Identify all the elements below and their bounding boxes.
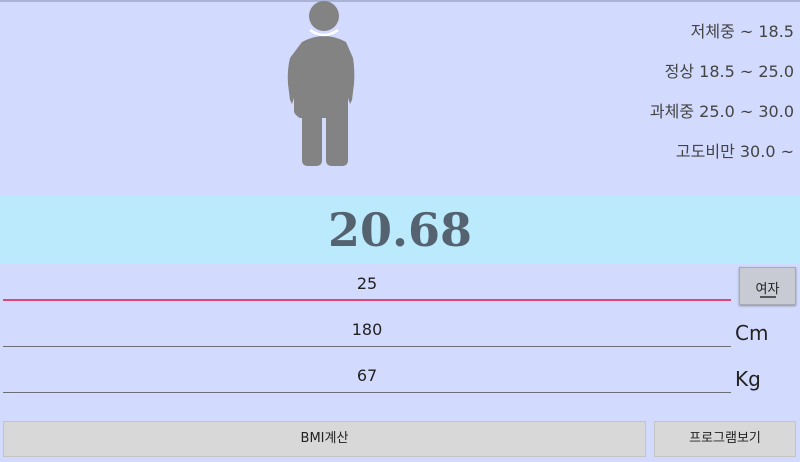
gender-toggle-label: 여자 [755,282,780,297]
top-divider [0,0,800,2]
view-program-button[interactable]: 프로그램보기 [654,421,796,457]
height-unit-label: Cm [735,321,769,345]
legend-overweight: 과체중 25.0 ~ 30.0 [649,102,794,121]
legend-normal: 정상 18.5 ~ 25.0 [664,62,794,81]
bmi-result-value: 20.68 [327,203,473,257]
age-input[interactable] [3,267,731,301]
legend-underweight: 저체중 ~ 18.5 [690,22,794,41]
person-silhouette-icon [280,0,370,168]
bmi-result-panel: 20.68 [0,196,800,264]
weight-unit-label: Kg [735,367,761,391]
weight-input[interactable] [3,359,731,393]
gender-toggle-button[interactable]: 여자 [739,267,796,305]
calculate-bmi-button[interactable]: BMI계산 [3,421,646,457]
toggle-indicator [760,296,776,298]
legend-obese: 고도비만 30.0 ~ [675,142,794,161]
bmi-range-legend: 저체중 ~ 18.5 정상 18.5 ~ 25.0 과체중 25.0 ~ 30.… [494,20,794,180]
height-input[interactable] [3,313,731,347]
